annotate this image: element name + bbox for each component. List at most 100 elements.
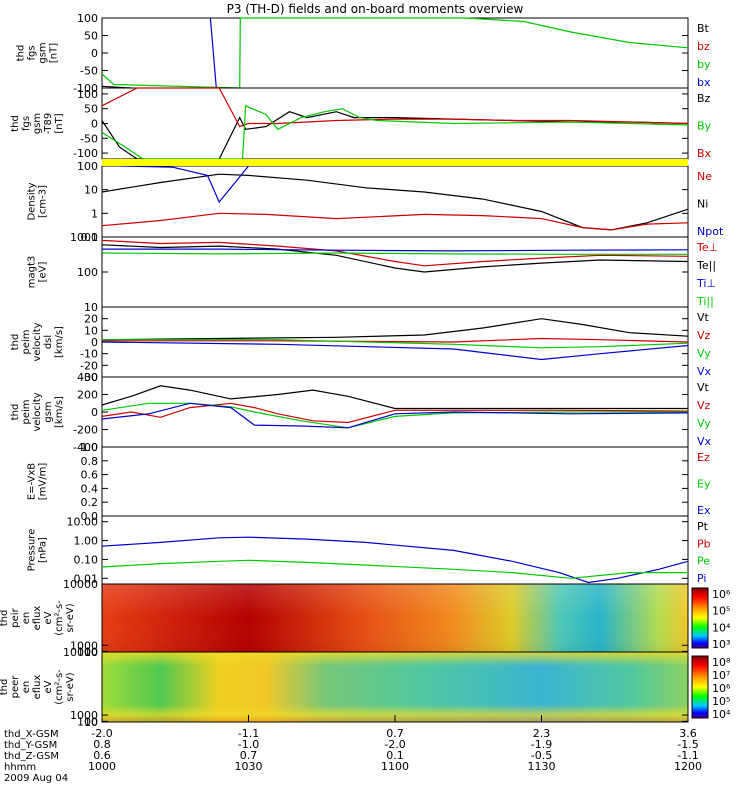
y-label-line: gsm — [32, 113, 43, 134]
colorbar-tick-label: 10⁵ — [712, 605, 730, 618]
legend-label: Ti⊥ — [696, 277, 716, 290]
y-label-line: velocity — [32, 392, 43, 431]
x-row-label: thd_X-GSM — [4, 729, 59, 740]
legend-label: Vy — [697, 347, 711, 360]
colorbar-tick-label: 10⁴ — [712, 708, 731, 721]
y-label-line: [nT] — [54, 113, 65, 133]
y-label-line: fgs — [27, 45, 38, 60]
y-tick-label: 100 — [77, 715, 98, 728]
y-label-line: eV — [43, 611, 54, 624]
series-line-black — [101, 318, 689, 341]
y-axis-label: thd peim velocity gsm [km/s] — [10, 392, 65, 431]
y-tick-label: 0.4 — [81, 482, 99, 495]
legend-label: Ni — [697, 198, 708, 211]
y-tick-label: -30 — [80, 371, 98, 384]
series-line-black — [101, 244, 689, 273]
y-tick-label: 10 — [84, 184, 98, 197]
y-label-line: en — [21, 612, 32, 625]
y-label-line: -T89 — [43, 113, 54, 135]
y-tick-label: -100 — [73, 82, 98, 95]
x-tick-value: 2.3 — [533, 727, 551, 740]
y-label-line: peim — [21, 399, 32, 424]
spectrogram-shade — [102, 584, 688, 652]
panel-frame — [101, 87, 689, 160]
legend-label: Pe — [697, 555, 710, 568]
x-tick-value: -2.0 — [91, 727, 112, 740]
y-tick-label: 10000 — [63, 646, 98, 659]
y-tick-label: 100 — [77, 160, 98, 173]
y-tick-label: 0.6 — [81, 469, 99, 482]
y-label-line: Density — [27, 182, 38, 220]
series-line-black — [101, 385, 688, 410]
y-tick-label: 0.2 — [81, 496, 99, 509]
legend-label: Ex — [697, 504, 711, 517]
legend-label: bx — [697, 76, 711, 89]
y-label-line: velocity — [32, 322, 43, 361]
y-tick-label: 1.00 — [74, 535, 99, 548]
x-tick-value: -0.5 — [531, 749, 552, 762]
x-tick-value: 3.6 — [679, 727, 697, 740]
series-line-red — [101, 212, 689, 231]
y-tick-label: -50 — [80, 65, 98, 78]
y-tick-label: 1000 — [70, 231, 98, 244]
panel-efield: 1.00.80.60.40.20.0 E=-VxB [mV/m] Ez Ey Ex — [27, 441, 711, 523]
y-label-line: Pressure — [27, 529, 38, 572]
x-tick-value: -1.1 — [238, 727, 259, 740]
legend-label: Vz — [697, 329, 711, 342]
series-line-red — [101, 402, 689, 424]
x-tick-value: 1100 — [381, 760, 409, 773]
series-line-green — [101, 402, 688, 429]
y-tick-label: -50 — [80, 132, 98, 145]
legend-label: Ne — [697, 170, 712, 183]
y-tick-label: 0.0 — [81, 510, 99, 523]
y-label-line: (cm²-s- — [54, 600, 65, 636]
y-label-line: thd — [10, 115, 21, 132]
y-label-line: eV — [43, 680, 54, 693]
y-tick-label: 1000 — [70, 709, 98, 722]
series-line-blue — [209, 17, 217, 89]
y-label-line: peir — [10, 607, 21, 627]
y-axis-label: thd peir en eflux eV (cm²-s-sr-eV) — [0, 600, 76, 636]
y-axis-label: thd fgs gsm [nT] — [16, 42, 60, 63]
legend-label: Vx — [697, 365, 712, 378]
x-row-label: thd_Z-GSM — [4, 751, 59, 762]
y-tick-label: -200 — [73, 424, 98, 437]
colorbar — [691, 655, 709, 719]
y-axis-label: thd fgs gsm -T89 [nT] — [10, 113, 65, 135]
x-tick-value: 0.8 — [93, 738, 111, 751]
y-label-line: E=-VxB — [27, 463, 38, 500]
y-tick-label: 10 — [84, 646, 98, 659]
y-tick-label: 10 — [84, 301, 98, 314]
spectrogram-shade — [102, 652, 688, 722]
legend-label: Ez — [697, 451, 710, 464]
legend-label: Vy — [697, 417, 711, 430]
legend-label: Pt — [697, 520, 709, 533]
y-tick-label: 400 — [77, 371, 98, 384]
y-label-line: thd — [0, 610, 10, 627]
x-tick-value: -1.9 — [531, 738, 552, 751]
y-label-line: [mV/m] — [38, 463, 49, 501]
y-axis-label: thd peim velocity dsl [km/s] — [10, 322, 65, 361]
y-tick-label: 1 — [91, 207, 98, 220]
x-axis-labels: thd_X-GSM -2.0 -1.1 0.7 2.3 3.6 thd_Y-GSM 0.8 -1… — [4, 715, 702, 784]
series-line-blue — [101, 341, 689, 361]
y-axis-label: Pressure [nPa] — [27, 529, 49, 572]
y-tick-label: 100 — [77, 266, 98, 279]
panel-pressure: 10.00 1.00 0.10 0.01 Pressure [nPa] Pt Pb Pe Pi — [27, 515, 711, 585]
panel-frame — [101, 165, 689, 238]
colorbar-tick-label: 10⁶ — [712, 682, 731, 695]
y-label-line: sr-eV) — [65, 603, 76, 632]
x-tick-value: -1.0 — [238, 738, 259, 751]
legend-label: Pi — [697, 572, 706, 585]
y-tick-label: 50 — [84, 30, 98, 43]
legend-label: bz — [697, 40, 710, 53]
x-tick-value: 1200 — [674, 760, 702, 773]
y-tick-label: 1000 — [70, 639, 98, 652]
panel-vel_gsm: 400 200 0 -200 -400 thd peim velocity gsm [km/s] V… — [10, 371, 712, 454]
plot-title: P3 (TH-D) fields and on-board moments ov… — [227, 2, 524, 16]
y-tick-label: -400 — [73, 441, 98, 454]
legend-label: by — [697, 58, 711, 71]
